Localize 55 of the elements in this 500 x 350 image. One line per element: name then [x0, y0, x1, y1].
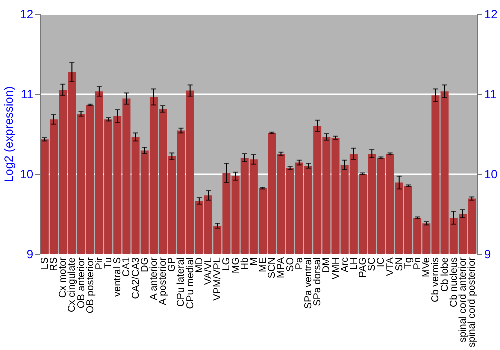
y-tick-label: 12 — [20, 8, 34, 22]
x-tick-label: SC — [367, 258, 378, 272]
x-tick-label: ventral S — [112, 257, 124, 297]
x-tick-label: A anterior — [148, 256, 160, 300]
x-tick-label: CPu lateral — [176, 258, 188, 307]
x-tick-label: DM — [322, 258, 333, 274]
x-tick-label: LG — [222, 257, 233, 271]
x-tick-label: Pn — [412, 258, 424, 270]
x-tick-label: PAG — [358, 257, 370, 278]
x-tick-label: MD — [194, 258, 206, 274]
x-tick-label: OB posterior — [85, 256, 96, 314]
x-tick-label: SPa dorsal — [312, 258, 324, 306]
x-tick-label: Arc — [340, 258, 351, 272]
x-tick-label: SN — [394, 258, 406, 272]
x-tick-label: IC — [376, 258, 388, 268]
x-tick-label: MVe — [422, 257, 433, 278]
x-tick-label: CA1 — [122, 257, 133, 277]
x-tick-label: Cb lobe — [440, 257, 451, 292]
x-tick-label: Hb — [240, 257, 251, 270]
x-tick-label: SPa ventral — [303, 258, 314, 310]
x-tick-label: OB anterior — [76, 256, 88, 309]
x-tick-label: M — [248, 258, 260, 266]
x-tick-label: LH — [348, 258, 360, 270]
x-tick-label: Pir — [94, 256, 106, 270]
x-tick-label: LS — [40, 257, 51, 270]
y-tick-label: 11 — [21, 88, 34, 102]
x-tick-label: Cx cingulate — [67, 257, 78, 313]
y2-tick-label: 9 — [484, 248, 492, 262]
y2-tick-label: 10 — [484, 168, 498, 182]
x-tick-label: spinal cord posterior — [467, 256, 478, 348]
y2-tick-label: 12 — [484, 8, 498, 22]
x-tick-label: Cb vermis — [430, 258, 442, 303]
x-tick-label: GP — [167, 257, 178, 272]
x-tick-label: Cb nucleus — [448, 258, 460, 308]
x-tick-label: VTA — [385, 257, 396, 276]
x-tick-label: A posterior — [158, 256, 170, 306]
x-tick-label: MG — [230, 257, 242, 274]
x-tick-label: Tu — [104, 258, 115, 269]
x-tick-label: CA2/CA3 — [130, 257, 142, 300]
x-tick-label: spinal cord anterior — [458, 256, 470, 343]
x-tick-label: SCN — [267, 258, 278, 279]
x-tick-label: VPM/VPL — [212, 257, 224, 301]
x-tick-label: MPA — [276, 257, 288, 278]
x-tick-label: Tg — [403, 258, 414, 270]
y-tick-label: 9 — [26, 248, 34, 262]
x-tick-label: RS — [48, 257, 60, 272]
x-tick-label: DG — [140, 257, 151, 272]
y-tick-label: 10 — [20, 168, 34, 182]
y2-tick-label: 11 — [484, 88, 498, 102]
x-tick-label: VMH — [330, 258, 342, 280]
x-tick-label: ME — [258, 257, 270, 272]
x-tick-label: SO — [285, 257, 296, 272]
x-tick-label: CPu medial — [185, 258, 196, 310]
y-axis-title: Log2 (expression) — [2, 86, 16, 183]
x-tick-label: Pa — [294, 257, 306, 270]
